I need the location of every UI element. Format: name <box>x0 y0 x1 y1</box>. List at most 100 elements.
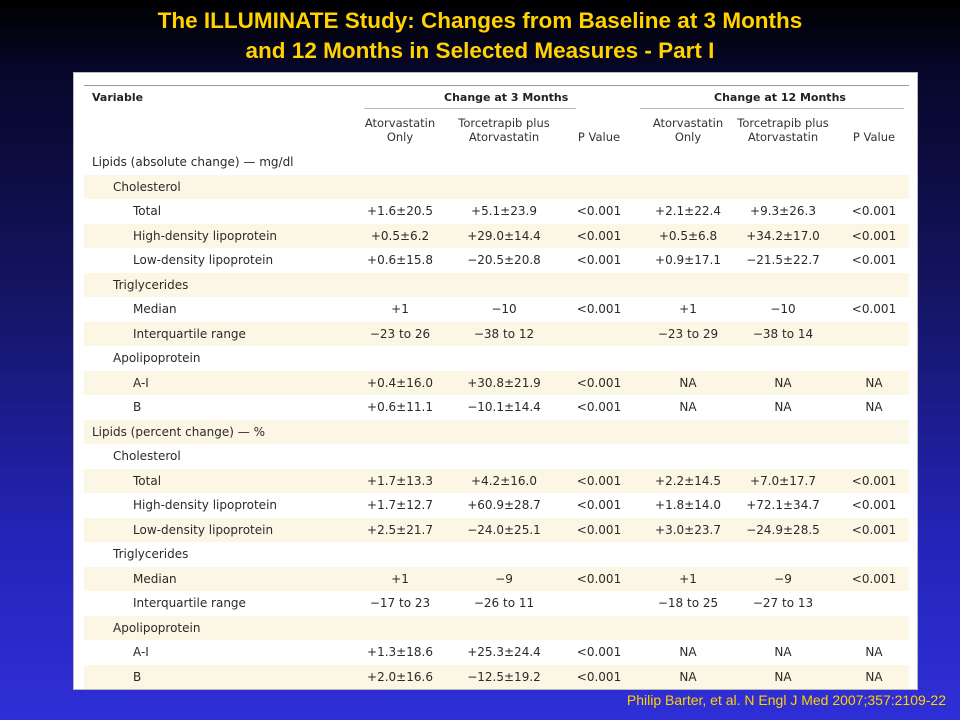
cell-torcetrapib-12m: +34.2±17.0 <box>746 228 820 243</box>
cell-p-value-12m: NA <box>865 645 883 659</box>
cell-torcetrapib-3m: −10.1±14.4 <box>467 400 541 414</box>
column-header-line: P Value <box>577 130 621 144</box>
cell-atorvastatin-12m: +0.5±6.8 <box>658 228 718 243</box>
cell-atorvastatin-12m: +3.0±23.7 <box>655 522 721 537</box>
row-label: Interquartile range <box>133 596 246 610</box>
cell-p-value-12m: <0.001 <box>851 473 897 488</box>
table-row: B +0.6±11.1 −10.1±14.4 <0.001 NA NA NA <box>84 395 909 420</box>
group-label: Cholesterol <box>113 449 181 463</box>
cell-p-value-3m: <0.001 <box>576 498 622 512</box>
cell-torcetrapib-3m: +5.1±23.9 <box>471 204 537 218</box>
row-label: Total <box>133 204 162 218</box>
row-label: Low-density lipoprotein <box>133 522 274 537</box>
cell-atorvastatin-3m: +0.6±15.8 <box>367 253 433 267</box>
cell-torcetrapib-12m: −24.9±28.5 <box>746 522 820 537</box>
cell-atorvastatin-3m: −17 to 23 <box>369 596 431 610</box>
table-row: Apolipoprotein <box>84 615 909 640</box>
cell-p-value-3m: <0.001 <box>576 204 622 218</box>
cell-torcetrapib-3m: −10 <box>491 302 517 316</box>
cell-torcetrapib-12m: −10 <box>770 302 796 316</box>
row-label: Low-density lipoprotein <box>133 253 274 267</box>
section-label: Lipids (absolute change) — mg/dl <box>92 155 294 169</box>
table-row: A-I +1.3±18.6 +25.3±24.4 <0.001 NA NA NA <box>84 640 909 665</box>
cell-torcetrapib-3m: +30.8±21.9 <box>467 375 541 390</box>
column-header-torcetrapib-12m: Torcetrapib plus Atorvastatin <box>737 116 829 144</box>
row-label: A-I <box>133 375 149 390</box>
cell-atorvastatin-12m: NA <box>679 645 697 659</box>
cell-p-value-12m: <0.001 <box>851 498 897 512</box>
cell-atorvastatin-12m: +2.1±22.4 <box>655 204 721 218</box>
cell-p-value-3m: <0.001 <box>576 302 622 316</box>
row-label: High-density lipoprotein <box>133 498 278 512</box>
table-row: Lipids (absolute change) — mg/dl <box>84 150 909 175</box>
cell-torcetrapib-3m: −20.5±20.8 <box>467 253 541 267</box>
table-row: Interquartile range −17 to 23 −26 to 11 −18… <box>84 591 909 616</box>
column-header-atorvastatin-12m: Atorvastatin Only <box>653 116 723 144</box>
cell-torcetrapib-3m: +25.3±24.4 <box>467 645 541 659</box>
cell-torcetrapib-3m: −9 <box>495 571 513 586</box>
table-row: High-density lipoprotein +0.5±6.2 +29.0±14… <box>84 223 909 248</box>
group-label: Triglycerides <box>113 277 189 292</box>
slide-title-line-1: The ILLUMINATE Study: Changes from Basel… <box>157 8 803 33</box>
column-header-line: Only <box>674 130 702 144</box>
cell-p-value-3m: <0.001 <box>576 253 622 267</box>
slide-title-line-2: and 12 Months in Selected Measures - Par… <box>245 38 715 63</box>
cell-atorvastatin-12m: +1.8±14.0 <box>655 498 721 512</box>
cell-atorvastatin-12m: +0.9±17.1 <box>655 253 721 267</box>
cell-atorvastatin-3m: +2.0±16.6 <box>367 669 433 684</box>
cell-torcetrapib-3m: +60.9±28.7 <box>467 498 541 512</box>
column-header-atorvastatin-3m: Atorvastatin Only <box>365 116 435 144</box>
cell-p-value-12m: <0.001 <box>851 302 897 316</box>
group-header-3-months: Change at 3 Months <box>444 91 569 104</box>
results-table: Variable Change at 3 Months Change at 12… <box>73 72 918 690</box>
table-row: High-density lipoprotein +1.7±12.7 +60.9±2… <box>84 493 909 518</box>
cell-torcetrapib-3m: +4.2±16.0 <box>471 473 537 488</box>
cell-torcetrapib-3m: −12.5±19.2 <box>467 669 541 684</box>
cell-p-value-3m: <0.001 <box>576 473 622 488</box>
cell-p-value-12m: NA <box>865 375 883 390</box>
cell-torcetrapib-12m: +9.3±26.3 <box>750 204 816 218</box>
cell-p-value-3m: <0.001 <box>576 669 622 684</box>
row-label: Total <box>133 473 162 488</box>
table-row: Low-density lipoprotein +2.5±21.7 −24.0±25… <box>84 517 909 542</box>
cell-torcetrapib-12m: −21.5±22.7 <box>746 253 820 267</box>
cell-torcetrapib-3m: −26 to 11 <box>473 596 535 610</box>
group-label: Apolipoprotein <box>113 620 201 635</box>
citation: Philip Barter, et al. N Engl J Med 2007;… <box>626 692 946 708</box>
row-label: B <box>133 400 142 414</box>
column-header-line: Atorvastatin <box>468 130 540 144</box>
cell-p-value-12m: <0.001 <box>851 228 897 243</box>
cell-p-value-3m: <0.001 <box>576 400 622 414</box>
cell-torcetrapib-12m: −38 to 14 <box>752 326 814 341</box>
cell-p-value-3m: <0.001 <box>576 522 622 537</box>
cell-torcetrapib-12m: +72.1±34.7 <box>746 498 820 512</box>
cell-atorvastatin-3m: +1.7±12.7 <box>367 498 433 512</box>
cell-atorvastatin-3m: +1.7±13.3 <box>367 473 433 488</box>
column-header-line: Torcetrapib plus <box>458 116 550 130</box>
row-label: B <box>133 669 142 684</box>
cell-atorvastatin-3m: +1.3±18.6 <box>367 645 433 659</box>
cell-torcetrapib-12m: NA <box>774 669 792 684</box>
cell-atorvastatin-3m: +1 <box>391 571 409 586</box>
group-label: Cholesterol <box>113 179 181 194</box>
cell-p-value-12m: NA <box>865 669 883 684</box>
row-label: Median <box>133 571 177 586</box>
cell-torcetrapib-3m: −24.0±25.1 <box>467 522 541 537</box>
table-row: Lipids (percent change) — % <box>84 419 909 444</box>
column-header-torcetrapib-3m: Torcetrapib plus Atorvastatin <box>458 116 550 144</box>
table-row: Low-density lipoprotein +0.6±15.8 −20.5±20… <box>84 248 909 273</box>
cell-torcetrapib-12m: NA <box>774 645 792 659</box>
cell-p-value-12m: <0.001 <box>851 571 897 586</box>
table-row: Total +1.6±20.5 +5.1±23.9 <0.001 +2.1±22.4 +9… <box>84 199 909 224</box>
cell-torcetrapib-12m: −27 to 13 <box>752 596 814 610</box>
cell-torcetrapib-12m: +7.0±17.7 <box>750 473 816 488</box>
cell-p-value-12m: <0.001 <box>851 253 897 267</box>
table-row: Apolipoprotein <box>84 346 909 371</box>
cell-p-value-12m: <0.001 <box>851 522 897 537</box>
table-row: Triglycerides <box>84 272 909 297</box>
cell-atorvastatin-12m: NA <box>679 669 697 684</box>
cell-atorvastatin-3m: −23 to 26 <box>369 326 431 341</box>
cell-atorvastatin-12m: −23 to 29 <box>657 326 719 341</box>
column-header-line: Torcetrapib plus <box>737 116 829 130</box>
group-rule-12-months <box>640 108 904 109</box>
